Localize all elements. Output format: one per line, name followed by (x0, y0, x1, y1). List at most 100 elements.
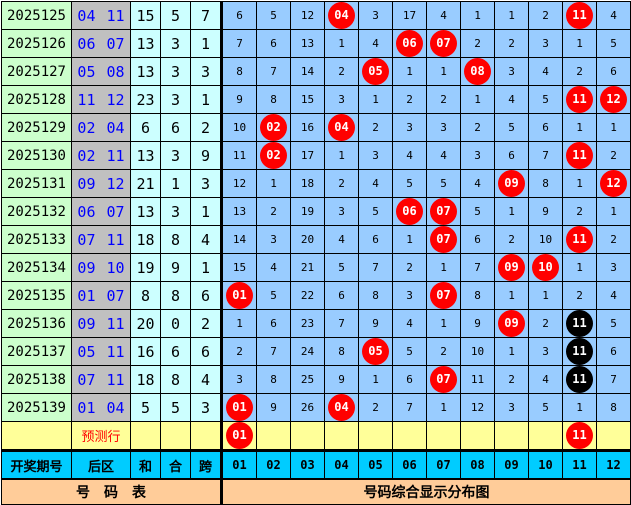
distribution-cell: 25 (290, 365, 325, 394)
kua-cell: 3 (190, 169, 223, 198)
footer-distribution: 号码综合显示分布图 (221, 478, 631, 505)
distribution-cell: 3 (256, 225, 291, 254)
he-cell: 8 (160, 365, 191, 394)
distribution-cell: 18 (290, 169, 325, 198)
distribution-cell: 4 (426, 141, 461, 170)
distribution-cell: 4 (256, 253, 291, 282)
distribution-cell: 2 (596, 225, 631, 254)
sum-cell: 18 (130, 225, 161, 254)
distribution-cell: 2 (358, 393, 393, 422)
distribution-cell: 7 (256, 337, 291, 366)
distribution-cell: 4 (358, 29, 393, 58)
distribution-cell: 2 (528, 1, 563, 30)
number-ball: 09 (498, 254, 525, 281)
distribution-cell: 05 (358, 57, 393, 86)
he-cell: 8 (160, 281, 191, 310)
distribution-cell: 1 (494, 281, 529, 310)
header-number: 03 (290, 449, 325, 480)
distribution-cell (324, 421, 359, 451)
distribution-cell: 1 (426, 57, 461, 86)
distribution-cell: 6 (460, 225, 495, 254)
number-ball: 09 (498, 310, 525, 337)
distribution-cell: 5 (256, 281, 291, 310)
distribution-cell: 4 (392, 141, 427, 170)
distribution-cell: 1 (562, 393, 597, 422)
distribution-cell: 12 (290, 1, 325, 30)
distribution-cell: 1 (426, 393, 461, 422)
distribution-cell: 7 (358, 253, 393, 282)
distribution-cell: 8 (460, 281, 495, 310)
kua-cell: 1 (190, 85, 223, 114)
distribution-cell: 6 (596, 337, 631, 366)
header-sum: 和 (130, 449, 161, 480)
distribution-cell: 7 (528, 141, 563, 170)
distribution-cell: 12 (221, 169, 257, 198)
distribution-cell: 5 (392, 169, 427, 198)
distribution-cell: 4 (460, 169, 495, 198)
distribution-cell: 4 (426, 1, 461, 30)
distribution-cell: 01 (221, 421, 257, 451)
distribution-cell: 5 (426, 169, 461, 198)
number-ball: 11 (566, 226, 593, 253)
distribution-cell: 12 (596, 85, 631, 114)
period-cell: 2025133 (1, 225, 72, 254)
sum-cell: 13 (130, 197, 161, 226)
distribution-cell: 5 (528, 393, 563, 422)
distribution-cell: 1 (528, 281, 563, 310)
distribution-cell: 21 (290, 253, 325, 282)
distribution-cell: 3 (358, 141, 393, 170)
header-number: 04 (324, 449, 359, 480)
back-zone-cell: 02 11 (71, 141, 131, 170)
distribution-cell: 2 (256, 197, 291, 226)
sum-cell: 19 (130, 253, 161, 282)
distribution-cell: 5 (596, 29, 631, 58)
distribution-cell: 8 (221, 57, 257, 86)
distribution-cell: 07 (426, 225, 461, 254)
back-zone-cell: 01 07 (71, 281, 131, 310)
distribution-cell: 02 (256, 141, 291, 170)
header-number: 10 (528, 449, 563, 480)
kua-cell: 6 (190, 337, 223, 366)
distribution-cell: 5 (596, 309, 631, 338)
distribution-cell: 14 (290, 57, 325, 86)
number-ball: 01 (226, 282, 253, 309)
back-zone-cell: 05 08 (71, 57, 131, 86)
distribution-cell: 9 (221, 85, 257, 114)
distribution-cell: 02 (256, 113, 291, 142)
header-number: 12 (596, 449, 631, 480)
distribution-cell: 2 (460, 113, 495, 142)
distribution-cell: 17 (290, 141, 325, 170)
number-ball: 08 (464, 58, 491, 85)
back-zone-cell: 04 11 (71, 1, 131, 30)
number-ball: 06 (396, 198, 423, 225)
header-number: 05 (358, 449, 393, 480)
kua-cell (190, 421, 223, 451)
distribution-cell: 24 (290, 337, 325, 366)
distribution-cell (528, 421, 563, 451)
distribution-cell: 4 (528, 365, 563, 394)
number-ball: 05 (362, 338, 389, 365)
distribution-cell: 1 (392, 57, 427, 86)
distribution-cell: 2 (426, 85, 461, 114)
kua-cell: 1 (190, 253, 223, 282)
sum-cell: 21 (130, 169, 161, 198)
number-ball: 09 (498, 170, 525, 197)
back-zone-cell: 07 11 (71, 225, 131, 254)
header-number: 06 (392, 449, 427, 480)
he-cell: 8 (160, 225, 191, 254)
distribution-cell (426, 421, 461, 451)
number-ball: 02 (260, 142, 287, 169)
number-ball: 01 (226, 394, 253, 421)
distribution-cell: 1 (426, 309, 461, 338)
distribution-cell: 9 (460, 309, 495, 338)
distribution-cell: 4 (596, 281, 631, 310)
table-row: 2025125 04 11 15 5 7 6 5 12 04 3 17 4 1 1 2 11 4 (1, 1, 631, 30)
distribution-cell: 8 (358, 281, 393, 310)
period-cell (1, 421, 72, 451)
distribution-cell: 5 (494, 113, 529, 142)
distribution-cell: 14 (221, 225, 257, 254)
distribution-cell: 1 (494, 1, 529, 30)
header-number: 02 (256, 449, 291, 480)
distribution-cell: 6 (392, 365, 427, 394)
distribution-cell: 1 (324, 141, 359, 170)
